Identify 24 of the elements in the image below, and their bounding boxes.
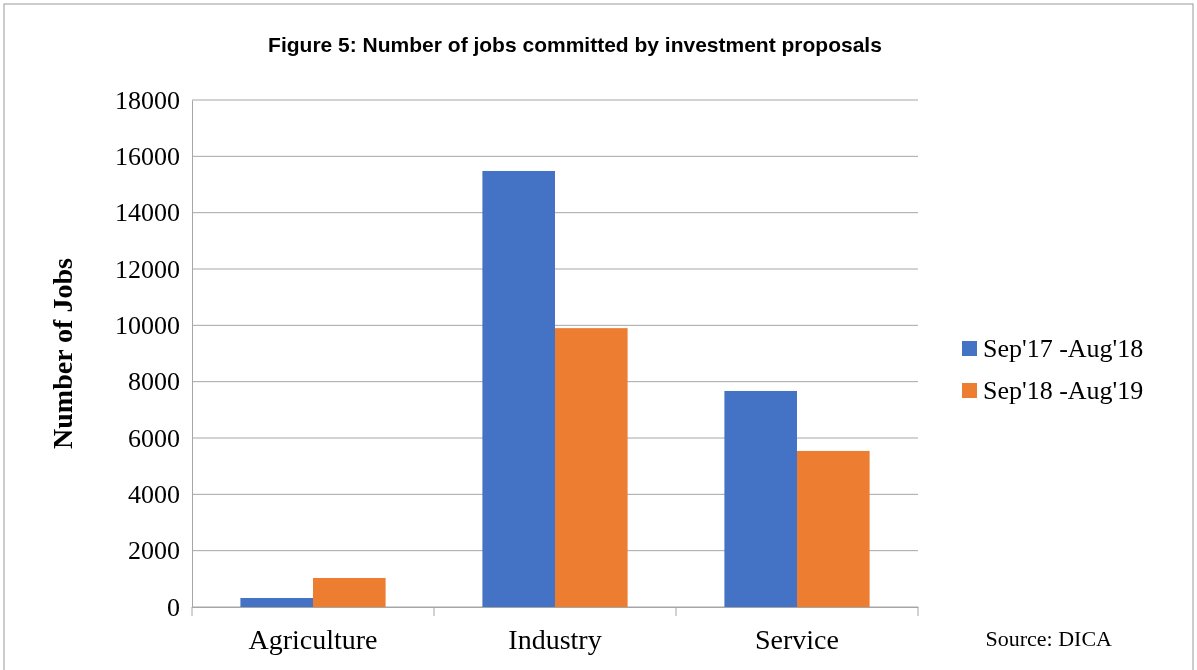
x-tick-label: Industry <box>508 623 602 655</box>
legend-label: Sep'17 -Aug'18 <box>983 334 1144 363</box>
bar <box>313 577 386 607</box>
y-tick-label: 10000 <box>115 311 180 341</box>
chart-title: Figure 5: Number of jobs committed by investment proposals <box>268 33 882 56</box>
y-tick-label: 0 <box>167 592 180 622</box>
legend-label: Sep'18 -Aug'19 <box>983 376 1144 405</box>
bar <box>482 170 555 607</box>
y-axis-title: Number of Jobs <box>47 257 78 449</box>
y-tick-label: 14000 <box>115 198 180 228</box>
y-tick-label: 16000 <box>115 142 180 172</box>
source-note: Source: DICA <box>985 626 1113 651</box>
y-tick-label: 4000 <box>128 480 180 510</box>
bar <box>240 597 313 607</box>
x-tick-label: Agriculture <box>248 623 378 655</box>
y-tick-label: 6000 <box>128 423 180 453</box>
y-tick-label: 12000 <box>115 254 180 284</box>
bar <box>555 328 628 607</box>
x-tick-label: Service <box>755 623 839 655</box>
y-tick-label: 8000 <box>128 367 180 397</box>
y-tick-label: 2000 <box>128 536 180 566</box>
y-tick-label: 18000 <box>115 85 180 115</box>
bar <box>797 450 870 607</box>
bar <box>724 390 797 607</box>
